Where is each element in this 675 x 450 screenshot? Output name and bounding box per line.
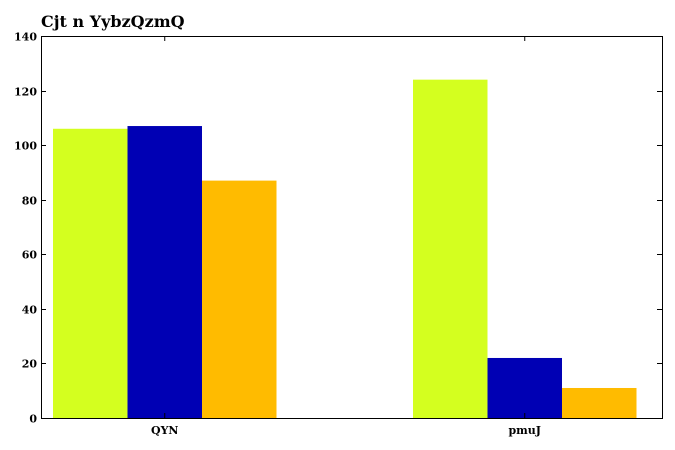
bar-QYN-series-2	[127, 126, 202, 419]
bar-pmuJ-series-3	[562, 387, 637, 418]
bar-pmuJ-series-2	[487, 357, 562, 418]
y-tick-label: 40	[22, 304, 38, 317]
y-tick-label: 100	[14, 140, 37, 153]
y-tick-label: 20	[22, 358, 38, 371]
plot-frame	[41, 36, 663, 419]
y-tick-label: 60	[22, 249, 38, 262]
bars-group	[53, 79, 637, 419]
y-tick-label: 80	[22, 195, 38, 208]
bar-QYN-series-1	[53, 128, 128, 418]
y-tick-label: 120	[14, 86, 37, 99]
chart-title: Cjt n YybzQzmQ	[41, 12, 185, 31]
y-axis: 0 20 40 60 80 100 120 140	[14, 31, 662, 426]
y-tick-label: 140	[14, 31, 37, 44]
x-tick-label: pmuJ	[508, 424, 541, 437]
y-tick-label: 0	[29, 413, 37, 426]
x-tick-label: QYN	[151, 424, 179, 437]
x-axis: QYN pmuJ	[151, 36, 541, 437]
bar-pmuJ-series-1	[413, 79, 488, 419]
bar-QYN-series-3	[202, 180, 277, 418]
